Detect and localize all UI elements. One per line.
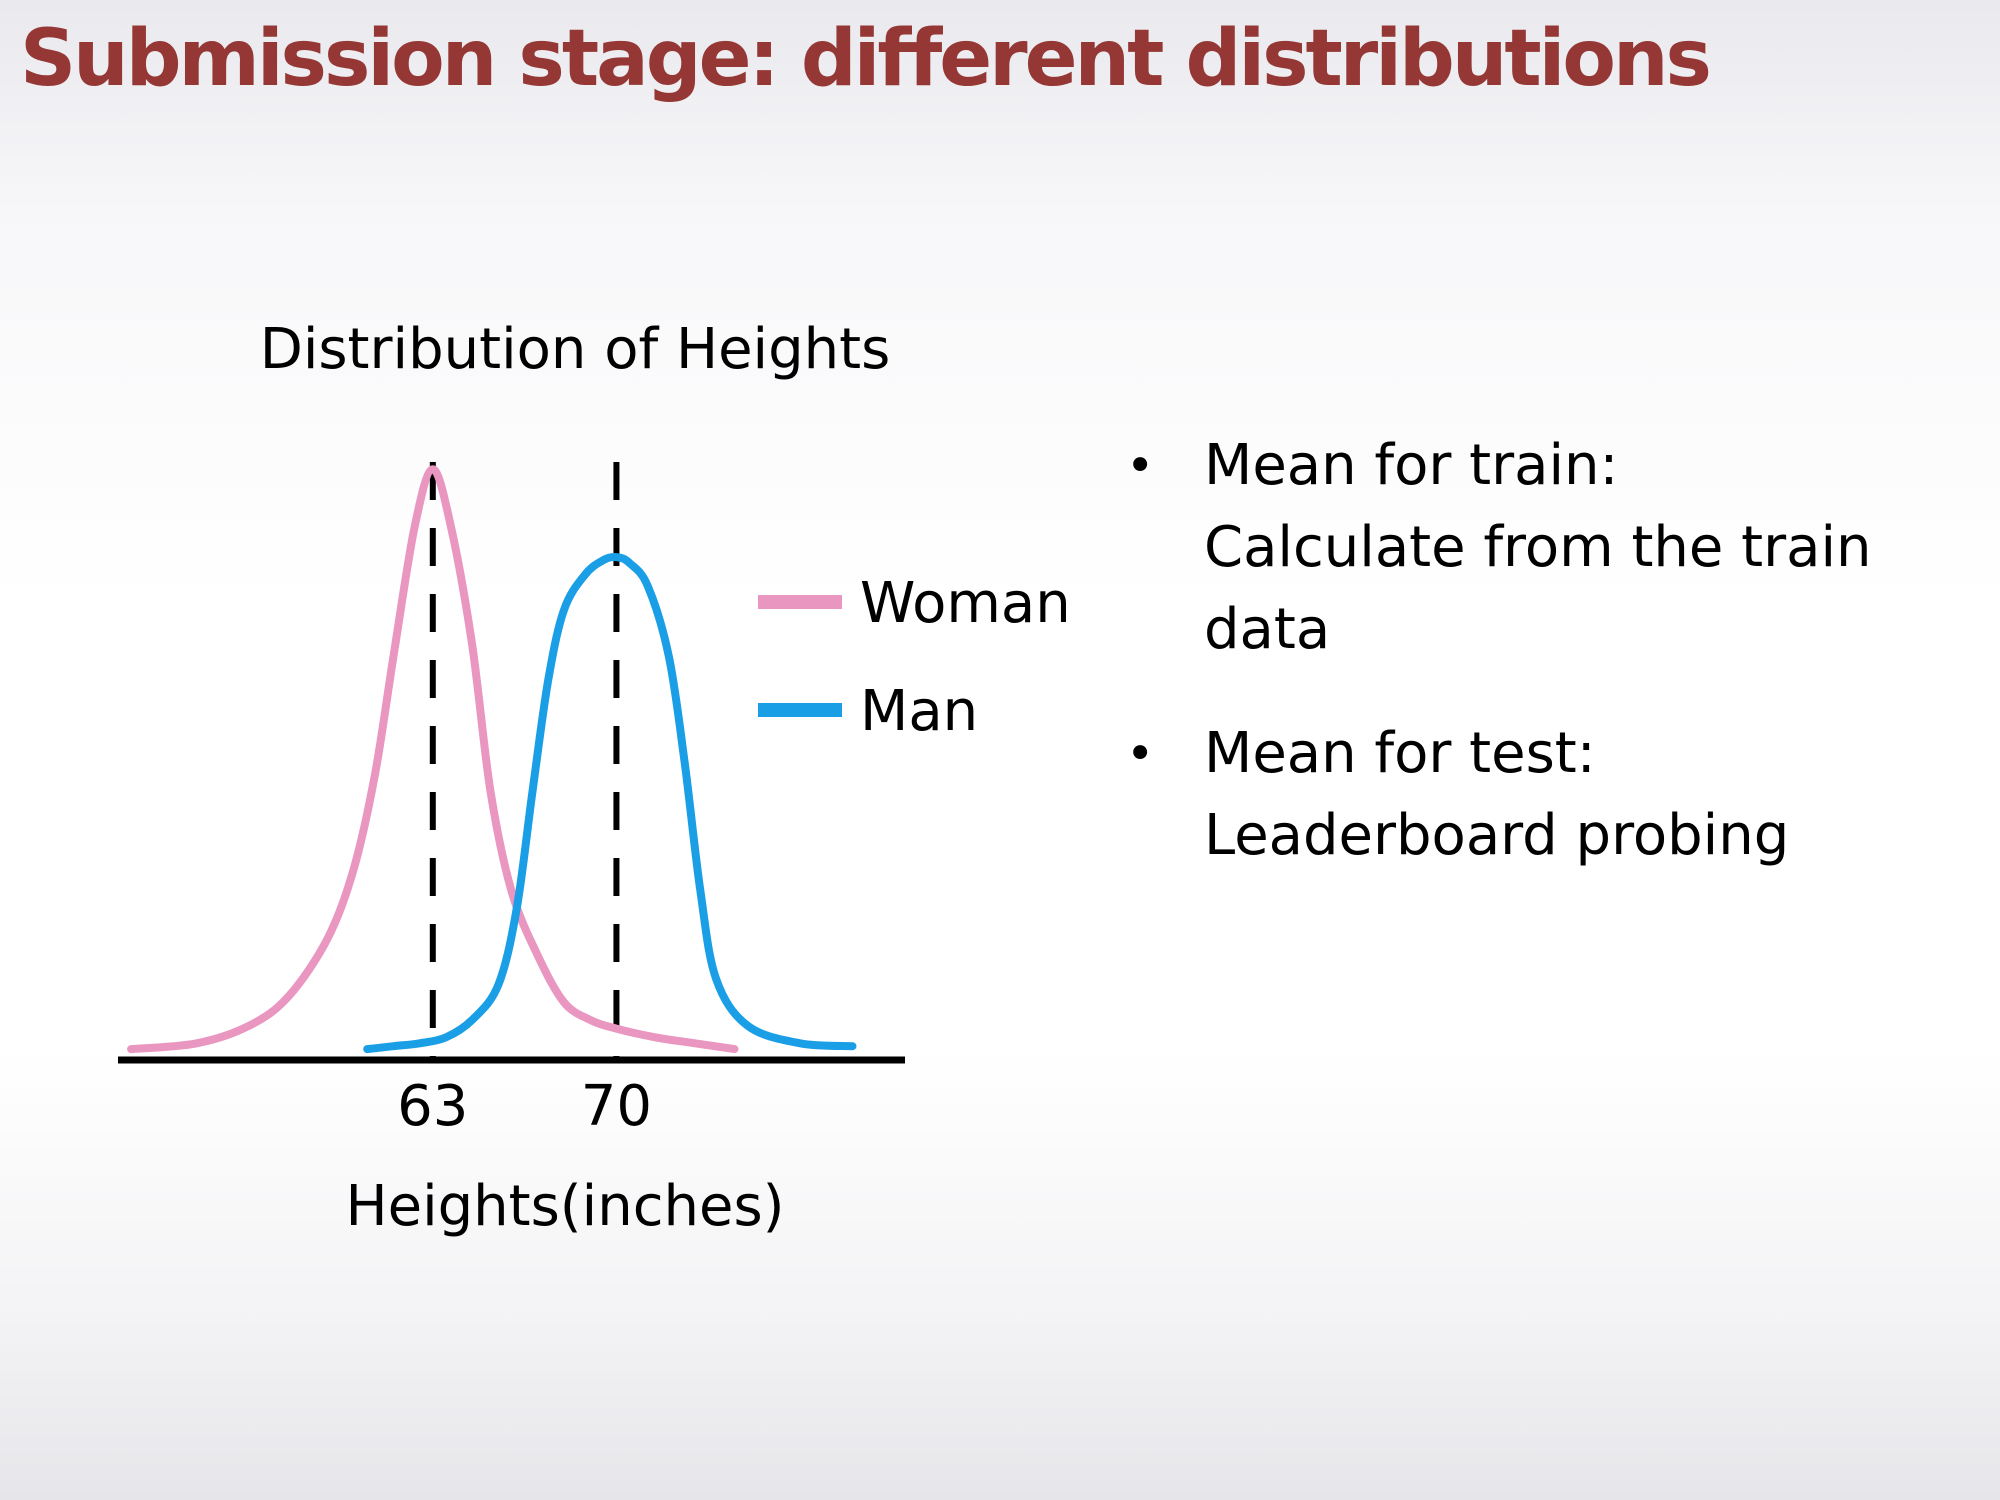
legend-label-woman: Woman — [860, 571, 1071, 636]
slide-title: Submission stage: different distribution… — [20, 14, 1712, 104]
bullet-text: data — [1204, 597, 1331, 662]
x-tick-label-70: 70 — [581, 1074, 652, 1139]
bullet-dot: • — [1126, 438, 1155, 494]
mean-lines — [429, 462, 620, 1058]
series-line-man — [363, 552, 857, 1054]
x-tick-labels: 63 70 — [397, 1074, 652, 1139]
x-tick-label-63: 63 — [397, 1074, 468, 1139]
legend-label-man: Man — [860, 679, 978, 744]
bullet-dot: • — [1126, 726, 1155, 782]
legend: Woman Man — [758, 571, 1071, 744]
x-axis-label: Heights(inches) — [346, 1174, 785, 1239]
bullet-heading: Mean for test: — [1204, 721, 1596, 786]
bullet-test-mean: • Mean for test: Leaderboard probing — [1120, 713, 1960, 877]
bullet-heading: Mean for train: — [1204, 433, 1619, 498]
bullet-list: • Mean for train: Calculate from the tra… — [1120, 425, 1960, 919]
series-line-woman — [127, 465, 739, 1054]
bullet-text: Leaderboard probing — [1204, 803, 1790, 868]
curves — [127, 465, 857, 1054]
bullet-text: Calculate from the train — [1204, 515, 1872, 580]
chart-title: Distribution of Heights — [260, 317, 891, 382]
bullet-train-mean: • Mean for train: Calculate from the tra… — [1120, 425, 1960, 671]
